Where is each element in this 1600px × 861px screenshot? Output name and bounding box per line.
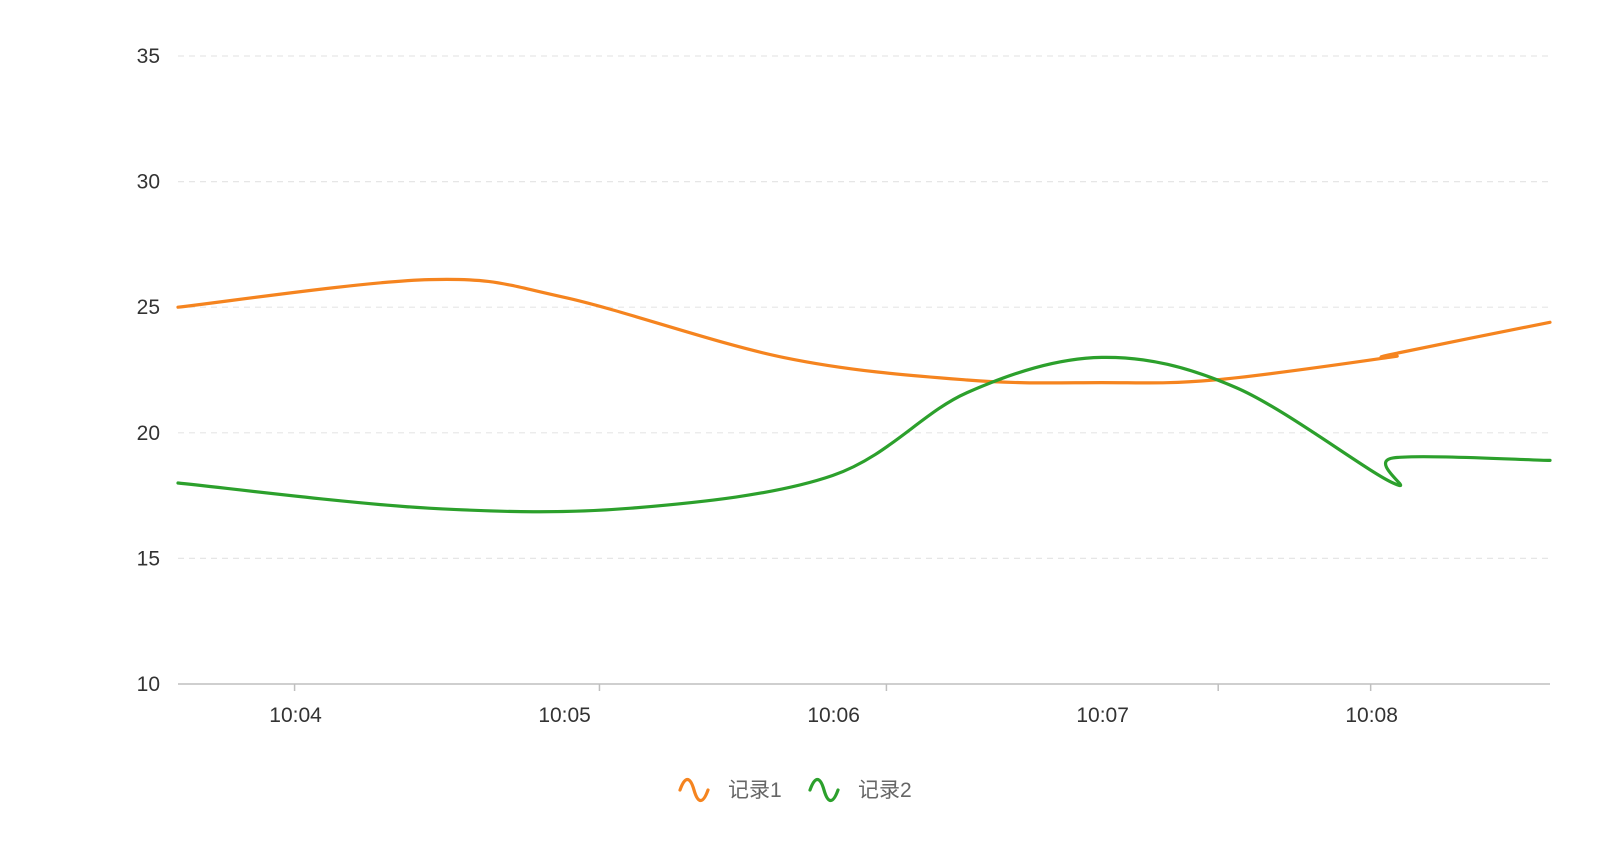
- y-tick-label: 35: [137, 45, 160, 68]
- y-tick-label: 30: [137, 171, 160, 194]
- legend-label: 记录1: [728, 779, 782, 802]
- y-tick-label: 10: [137, 673, 160, 696]
- x-tick-label: 10:08: [1345, 704, 1398, 727]
- x-tick-label: 10:06: [807, 704, 860, 727]
- series-line-2: [176, 355, 1552, 514]
- x-tick-label: 10:04: [269, 704, 322, 727]
- y-axis-labels: 10 15 20 25 30 35: [137, 45, 160, 696]
- legend-marker-icon: [808, 777, 840, 803]
- legend-label: 记录2: [858, 779, 912, 802]
- x-axis: 10:04 10:05 10:06 10:07 10:08: [178, 683, 1550, 727]
- y-tick-label: 15: [137, 547, 160, 570]
- legend-item-1[interactable]: 记录1: [678, 777, 782, 803]
- x-tick-label: 10:05: [538, 704, 591, 727]
- grid-lines: [178, 55, 1550, 560]
- legend: 记录1 记录2: [678, 777, 912, 803]
- legend-marker-icon: [678, 777, 710, 803]
- y-tick-label: 20: [137, 422, 160, 445]
- x-tick-label: 10:07: [1076, 704, 1129, 727]
- legend-item-2[interactable]: 记录2: [808, 777, 912, 803]
- series-lines: [176, 277, 1552, 514]
- series-line-1: [176, 277, 1552, 385]
- y-tick-label: 25: [137, 296, 160, 319]
